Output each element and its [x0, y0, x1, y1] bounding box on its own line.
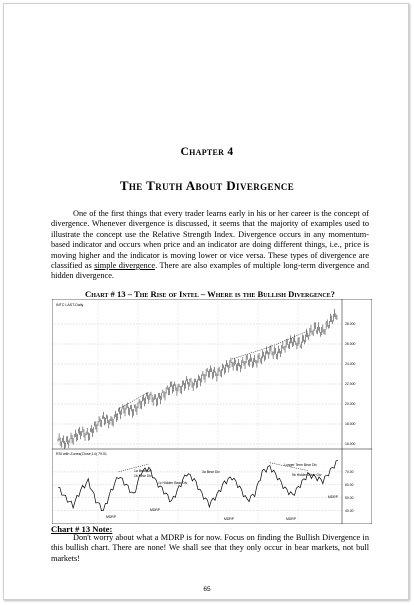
annotation-hidden1: 1c Hidden Bear Div	[158, 481, 188, 485]
divergence-line	[269, 330, 308, 348]
intro-underlined-term: simple divergence	[94, 261, 156, 271]
chart-note-heading: Chart # 13 Note:	[51, 524, 113, 534]
indicator-level-label: 50.00	[345, 496, 354, 500]
price-series	[57, 308, 338, 450]
indicator-header: RSI with Zones(Close,14) 79.01	[56, 452, 107, 456]
divergence-line	[231, 346, 270, 360]
annotation-bear1: 1a Bear Div	[134, 469, 152, 473]
divergence-line	[118, 463, 149, 473]
price-level-label: 26.000	[345, 342, 355, 346]
intro-text-before: One of the first things that every trade…	[51, 209, 369, 271]
page-frame	[3, 3, 409, 600]
indicator-level-label: 70.00	[345, 470, 354, 474]
indicator-level-label: 60.00	[345, 483, 354, 487]
chapter-label: Chapter 4	[180, 146, 234, 158]
indicator-axis-labels: 70.00 60.00 50.00 40.00	[345, 470, 354, 513]
divergence-line	[118, 391, 149, 410]
chart-svg: INTC LAST-Daily RSI with Zones(Close,14)…	[52, 299, 372, 524]
annotation-mdrp-d: MDRP	[286, 517, 297, 521]
annotation-bear1b: 1b Bear Div	[134, 474, 152, 478]
price-axis-labels: 28.000 26.000 24.000 22.000 20.000 18.000 16.0…	[345, 322, 355, 446]
chart-note-body: Don't worry about what a MDRP is for now…	[51, 533, 369, 563]
chapter-title: The Truth About Divergence	[119, 178, 295, 193]
annotation-hidden2: 5b Hidden Bear Div	[292, 473, 322, 477]
chart-figure: INTC LAST-Daily RSI with Zones(Close,14)…	[52, 299, 372, 524]
page-number: 65	[203, 586, 211, 593]
annotation-bear2: 3a Bear Div	[202, 470, 220, 474]
chart-note-text: Don't worry about what a MDRP is for now…	[51, 533, 369, 564]
intro-text-after: . There are also examples of multiple lo…	[51, 261, 369, 281]
annotation-mdrp-a: MDRP	[106, 515, 117, 519]
price-level-label: 22.000	[345, 382, 355, 386]
price-header: INTC LAST-Daily	[56, 303, 84, 307]
annotation-longer-bear: Longer Term Bear Div	[284, 463, 317, 467]
price-level-label: 18.000	[345, 422, 355, 426]
annotation-mdrp-c: MDRP	[224, 517, 235, 521]
indicator-line	[57, 459, 339, 512]
indicator-level-label: 40.00	[345, 509, 354, 513]
intro-paragraph: One of the first things that every trade…	[51, 209, 369, 282]
price-level-label: 16.000	[345, 442, 355, 446]
divergence-lines	[118, 330, 308, 473]
price-level-label: 20.000	[345, 402, 355, 406]
annotation-mdrp-e: MDRP	[328, 495, 339, 499]
price-level-label: 28.000	[345, 322, 355, 326]
price-level-label: 24.000	[345, 362, 355, 366]
chart-caption: Chart # 13 – The Rise of Intel – Where i…	[85, 289, 335, 299]
chart-border	[52, 299, 372, 524]
annotation-mdrp-b: MDRP	[150, 508, 161, 512]
